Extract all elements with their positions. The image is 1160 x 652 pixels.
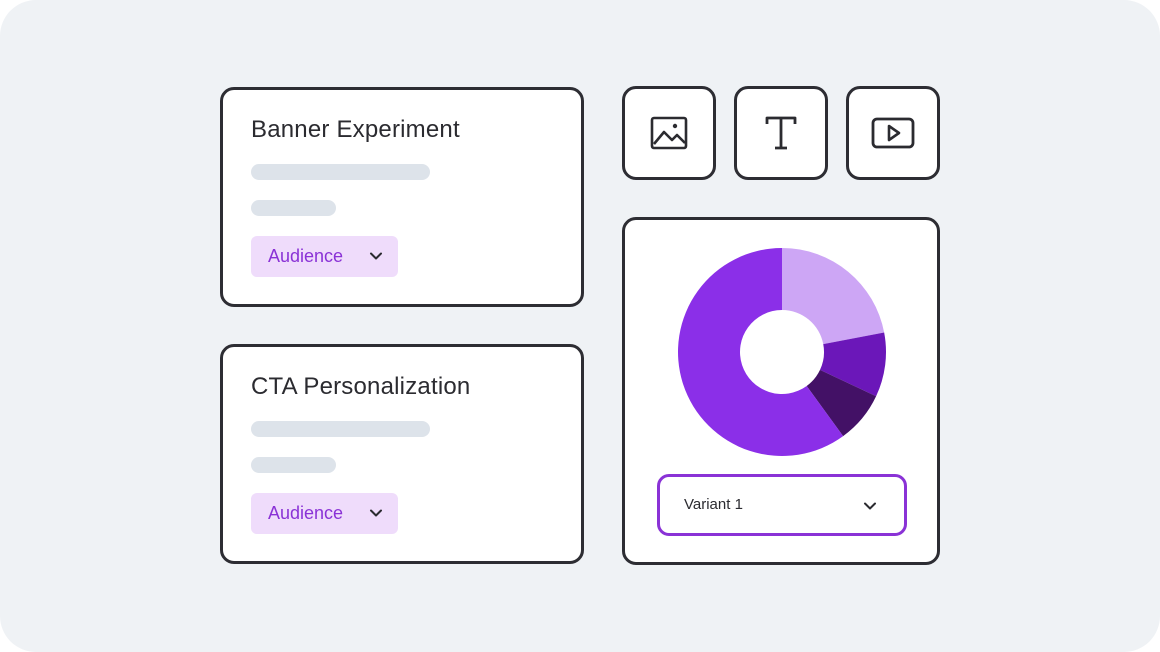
variant-select[interactable]: Variant 1 bbox=[657, 474, 907, 536]
donut-slice-3 bbox=[806, 369, 877, 437]
video-icon bbox=[871, 117, 915, 149]
image-content-button[interactable] bbox=[622, 86, 716, 180]
variant-chart-card: Variant 1 bbox=[622, 217, 940, 565]
skeleton-line bbox=[251, 200, 336, 216]
donut-slice-4 bbox=[678, 248, 844, 456]
text-content-button[interactable] bbox=[734, 86, 828, 180]
experiment-card-cta[interactable]: CTA Personalization Audience bbox=[220, 344, 584, 564]
audience-label: Audience bbox=[268, 503, 344, 523]
donut-chart bbox=[678, 248, 886, 456]
audience-dropdown[interactable]: Audience bbox=[251, 236, 398, 277]
video-content-button[interactable] bbox=[846, 86, 940, 180]
audience-dropdown[interactable]: Audience bbox=[251, 493, 398, 534]
chevron-down-icon bbox=[370, 509, 382, 517]
audience-label: Audience bbox=[268, 246, 344, 266]
experiment-title: Banner Experiment bbox=[251, 116, 460, 143]
donut-slice-2 bbox=[820, 332, 886, 397]
chevron-down-icon bbox=[370, 252, 382, 260]
skeleton-line bbox=[251, 421, 430, 437]
skeleton-line bbox=[251, 457, 336, 473]
variant-select-value: Variant 1 bbox=[684, 496, 743, 513]
donut-slice-1 bbox=[782, 248, 885, 345]
image-icon bbox=[650, 116, 688, 150]
text-icon bbox=[765, 116, 797, 150]
experiment-card-banner[interactable]: Banner Experiment Audience bbox=[220, 87, 584, 307]
skeleton-line bbox=[251, 164, 430, 180]
experiment-title: CTA Personalization bbox=[251, 373, 471, 400]
chevron-down-icon bbox=[864, 502, 876, 510]
